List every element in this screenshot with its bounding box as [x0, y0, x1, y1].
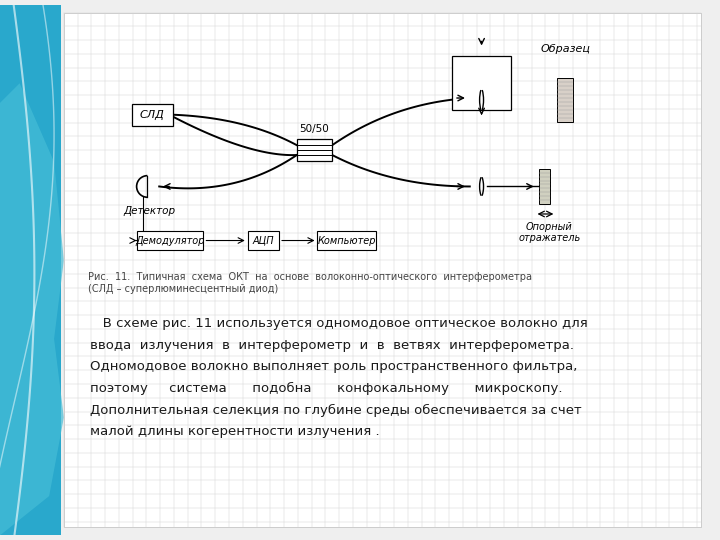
Text: АЦП: АЦП — [253, 235, 274, 246]
FancyBboxPatch shape — [0, 5, 61, 535]
FancyBboxPatch shape — [557, 78, 573, 122]
FancyBboxPatch shape — [297, 139, 332, 161]
FancyBboxPatch shape — [539, 169, 550, 204]
Text: поэтому     система      подобна      конфокальному      микроскопу.: поэтому система подобна конфокальному ми… — [91, 382, 563, 395]
Text: 50/50: 50/50 — [300, 124, 329, 134]
FancyBboxPatch shape — [318, 231, 377, 251]
FancyBboxPatch shape — [64, 12, 701, 528]
FancyBboxPatch shape — [132, 104, 173, 125]
Text: Одномодовое волокно выполняет роль пространственного фильтра,: Одномодовое волокно выполняет роль прост… — [91, 360, 577, 374]
Text: Рис.  11.  Типичная  схема  ОКТ  на  основе  волоконно-оптического  интерферомет: Рис. 11. Типичная схема ОКТ на основе во… — [89, 272, 533, 294]
Text: Демодулятор: Демодулятор — [135, 235, 204, 246]
Text: Опорный
отражатель: Опорный отражатель — [518, 222, 580, 244]
FancyBboxPatch shape — [0, 5, 708, 535]
Polygon shape — [0, 83, 64, 535]
Text: Компьютер: Компьютер — [318, 235, 376, 246]
Text: Детектор: Детектор — [123, 206, 176, 216]
FancyBboxPatch shape — [137, 231, 204, 251]
Text: Дополнительная селекция по глубине среды обеспечивается за счет: Дополнительная селекция по глубине среды… — [91, 404, 582, 417]
Text: Образец: Образец — [540, 44, 590, 54]
Text: В схеме рис. 11 используется одномодовое оптическое волокно для: В схеме рис. 11 используется одномодовое… — [91, 317, 588, 330]
Text: СЛД: СЛД — [140, 110, 165, 120]
Text: ввода  излучения  в  интерферометр  и  в  ветвях  интерферометра.: ввода излучения в интерферометр и в ветв… — [91, 339, 575, 352]
Text: малой длины когерентности излучения .: малой длины когерентности излучения . — [91, 426, 380, 438]
FancyBboxPatch shape — [452, 56, 511, 110]
FancyBboxPatch shape — [248, 231, 279, 251]
